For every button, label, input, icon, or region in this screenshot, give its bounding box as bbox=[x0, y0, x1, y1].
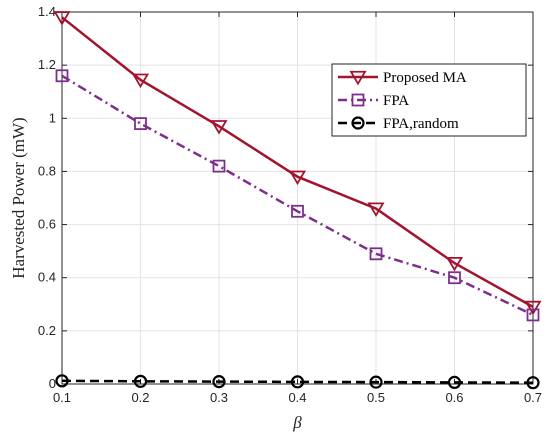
data-point bbox=[212, 159, 226, 173]
data-point bbox=[445, 256, 464, 272]
data-point bbox=[290, 375, 305, 389]
series-line bbox=[61, 16, 534, 308]
series-fpa-random bbox=[55, 374, 540, 390]
y-tick-label: 0 bbox=[49, 376, 56, 391]
legend-label: FPA,random bbox=[383, 116, 459, 132]
data-point bbox=[447, 375, 462, 390]
data-point bbox=[526, 308, 540, 322]
x-tick-label: 0.3 bbox=[210, 390, 228, 405]
legend-marker bbox=[351, 116, 365, 130]
y-tick-label: 1.4 bbox=[38, 4, 56, 19]
data-point bbox=[369, 247, 383, 261]
series-proposed-ma bbox=[53, 11, 542, 316]
x-tick-label: 0.1 bbox=[53, 390, 71, 405]
legend-item: FPA bbox=[338, 93, 409, 109]
legend-marker bbox=[349, 70, 367, 86]
y-axis: 0 0.2 0.4 0.6 0.8 1 1.2 1.4 bbox=[38, 4, 533, 391]
series-line bbox=[61, 379, 534, 384]
x-axis: 0.1 0.2 0.3 0.4 0.5 0.6 0.7 bbox=[53, 12, 542, 405]
data-point bbox=[55, 374, 69, 388]
data-point bbox=[53, 11, 71, 26]
x-tick-label: 0.5 bbox=[367, 390, 385, 405]
data-point bbox=[524, 300, 542, 316]
data-point bbox=[526, 376, 540, 390]
y-tick-label: 0.8 bbox=[38, 163, 56, 178]
x-tick-label: 0.6 bbox=[445, 390, 463, 405]
legend-label: Proposed MA bbox=[383, 70, 467, 86]
legend-item: FPA,random bbox=[338, 116, 459, 132]
data-point bbox=[448, 271, 461, 285]
y-tick-label: 0.6 bbox=[38, 217, 56, 232]
series-fpa bbox=[55, 69, 540, 322]
y-tick-label: 1 bbox=[49, 110, 56, 125]
series-layer bbox=[53, 11, 542, 390]
legend-label: FPA bbox=[383, 93, 409, 109]
x-axis-label: β bbox=[292, 413, 302, 432]
data-point bbox=[55, 69, 69, 83]
data-point bbox=[288, 170, 307, 186]
data-point bbox=[134, 117, 147, 130]
legend: Proposed MA FPA FPA,random bbox=[331, 63, 527, 137]
data-point bbox=[367, 202, 385, 218]
x-tick-label: 0.7 bbox=[524, 390, 542, 405]
x-tick-label: 0.2 bbox=[131, 390, 149, 405]
data-point bbox=[131, 73, 150, 89]
data-point bbox=[369, 375, 383, 389]
data-point bbox=[291, 204, 304, 218]
legend-item: Proposed MA bbox=[338, 70, 467, 86]
legend-marker bbox=[351, 93, 365, 107]
y-tick-label: 0.2 bbox=[38, 323, 56, 338]
data-point bbox=[133, 374, 148, 388]
y-axis-label: Harvested Power (mW) bbox=[9, 117, 28, 278]
series-line bbox=[61, 74, 534, 317]
data-point bbox=[210, 120, 228, 135]
y-tick-label: 0.4 bbox=[38, 270, 56, 285]
y-tick-label: 1.2 bbox=[38, 57, 56, 72]
x-tick-label: 0.4 bbox=[288, 390, 306, 405]
data-point bbox=[212, 375, 226, 389]
